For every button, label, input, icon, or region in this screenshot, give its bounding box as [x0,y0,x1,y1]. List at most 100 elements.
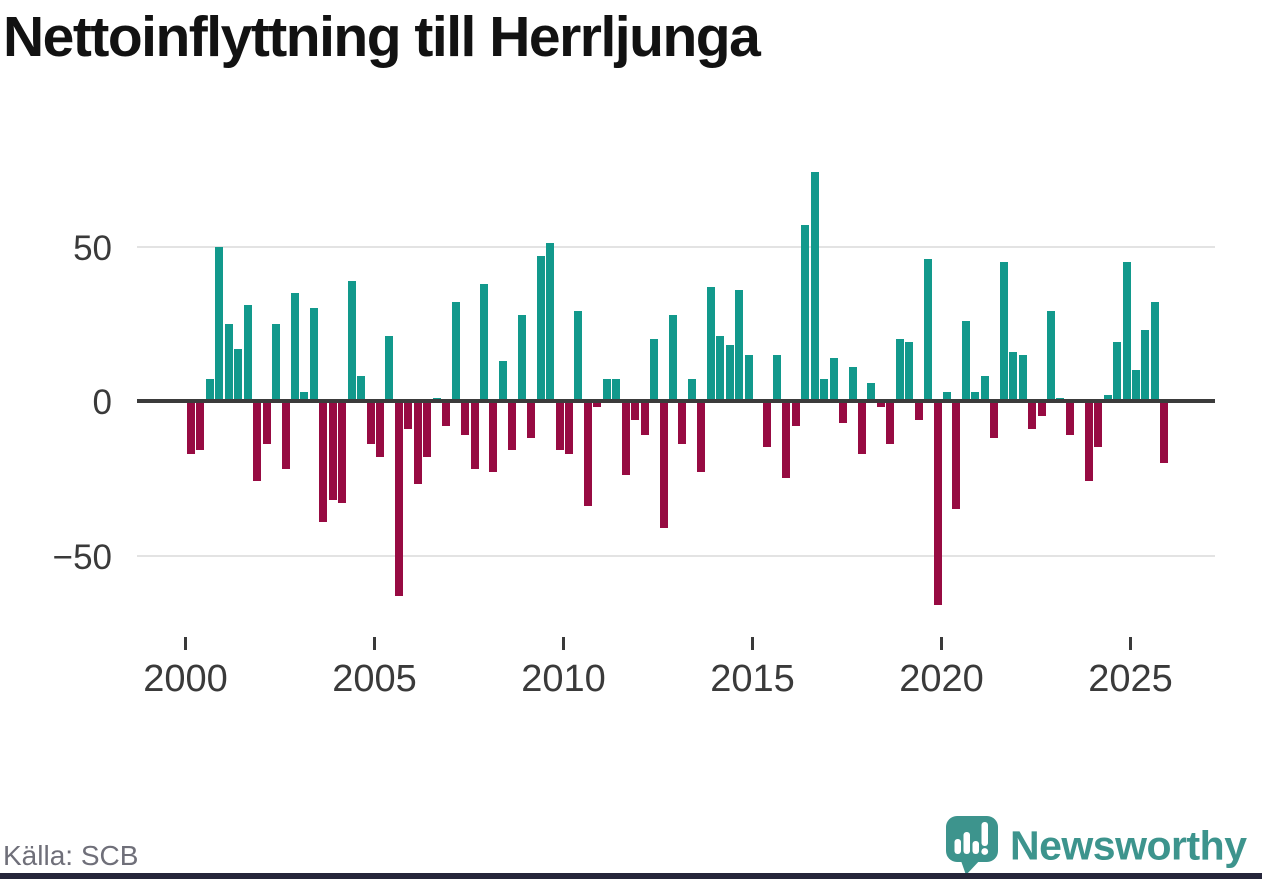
x-axis-tick-2020 [940,637,943,650]
bar-2023-q2 [1065,401,1074,435]
bar-2002-q2 [272,323,281,402]
bar-2008-q2 [498,360,507,401]
bar-2011-q3 [621,401,630,476]
bar-2008-q3 [508,401,517,451]
page-title: Nettoinflyttning till Herrljunga [3,5,761,69]
footer-accent-bar [0,873,1262,879]
bar-2007-q1 [451,302,460,401]
bar-2016-q4 [820,379,829,401]
x-axis-tick-2015 [751,637,754,650]
bar-2004-q2 [347,280,356,401]
bar-2010-q3 [583,401,592,507]
x-axis-label-2000: 2000 [143,658,228,700]
bar-2020-q4 [971,391,980,401]
bar-2025-q1 [1132,370,1140,401]
bar-2001-q1 [224,323,233,402]
x-axis-label-2025: 2025 [1088,658,1173,700]
bar-2009-q4 [555,401,564,451]
bar-2022-q4 [1046,311,1055,401]
bar-2024-q4 [1122,262,1131,401]
bar-2021-q2 [990,401,999,439]
bar-2002-q4 [290,292,299,401]
bar-2019-q2 [914,401,923,420]
bar-2025-q2 [1141,329,1150,401]
bar-2012-q2 [650,339,659,401]
x-axis-tick-2025 [1129,637,1132,650]
bar-2003-q2 [309,308,318,401]
bar-2009-q1 [527,401,536,439]
bar-2009-q2 [536,255,545,401]
bar-2017-q4 [857,401,866,454]
bar-2023-q4 [1084,401,1093,482]
bar-2000-q2 [196,401,205,451]
x-axis-tick-2000 [184,637,187,650]
bar-2019-q1 [905,342,914,401]
bar-2005-q4 [404,401,413,429]
bar-2006-q2 [423,401,432,457]
bar-2002-q1 [262,401,271,445]
bar-2013-q1 [678,401,687,445]
bar-2022-q3 [1037,401,1046,417]
bar-2020-q2 [952,401,961,510]
bar-2012-q4 [668,314,677,401]
y-axis-label--50: −50 [52,537,112,577]
bar-2017-q3 [848,367,857,401]
bar-2010-q1 [565,401,573,454]
bar-2011-q4 [631,401,640,420]
bar-2005-q2 [385,336,394,401]
bar-2016-q1 [791,401,800,426]
source-label: Källa: SCB [3,840,139,871]
bar-2000-q1 [187,401,195,454]
bar-2003-q3 [319,401,328,522]
bar-2016-q2 [801,224,810,401]
x-axis-tick-2010 [562,637,565,650]
newsworthy-brand: Newsworthy [942,814,1260,878]
bar-2001-q2 [234,348,243,401]
x-axis-label-2020: 2020 [899,658,984,700]
bar-2014-q3 [735,289,744,401]
bar-2021-q1 [980,376,989,401]
bar-2022-q1 [1018,354,1027,401]
bar-2018-q1 [867,382,876,401]
bar-2005-q1 [376,401,384,457]
bar-2025-q4 [1160,401,1169,463]
bar-2007-q3 [470,401,479,469]
bar-2015-q3 [772,354,781,401]
bar-2012-q3 [659,401,668,528]
bar-2000-q4 [215,246,224,401]
bar-2020-q1 [943,391,951,401]
bar-2009-q3 [546,243,555,401]
x-axis-label-2005: 2005 [332,658,417,700]
bar-2014-q4 [744,354,753,401]
bar-2001-q3 [243,305,252,401]
bar-2003-q1 [300,391,309,401]
bar-2006-q1 [413,401,422,485]
zero-baseline [137,399,1215,403]
gridline-50 [137,245,1215,248]
bar-2000-q3 [205,379,214,401]
bar-2019-q4 [933,401,942,605]
bar-2024-q1 [1094,401,1103,448]
bar-2010-q2 [574,311,583,401]
bar-2004-q1 [338,401,347,503]
x-axis-label-2010: 2010 [521,658,606,700]
bar-2018-q2 [876,401,885,408]
bar-2007-q4 [479,283,488,401]
bar-2005-q3 [394,401,403,596]
bar-2016-q3 [810,172,819,401]
bar-2013-q4 [706,286,715,401]
bar-2004-q4 [366,401,375,445]
bar-2024-q3 [1113,342,1122,401]
bar-2017-q2 [839,401,848,423]
newsworthy-wordmark: Newsworthy [1010,822,1247,869]
bar-2022-q2 [1028,401,1037,429]
bar-2011-q2 [612,379,621,401]
bar-2002-q3 [281,401,290,469]
bar-2012-q1 [640,401,649,435]
bar-2014-q2 [725,345,734,401]
bar-2008-q1 [489,401,498,473]
bar-2003-q4 [328,401,337,500]
bar-2008-q4 [517,314,526,401]
bar-2001-q4 [253,401,262,482]
